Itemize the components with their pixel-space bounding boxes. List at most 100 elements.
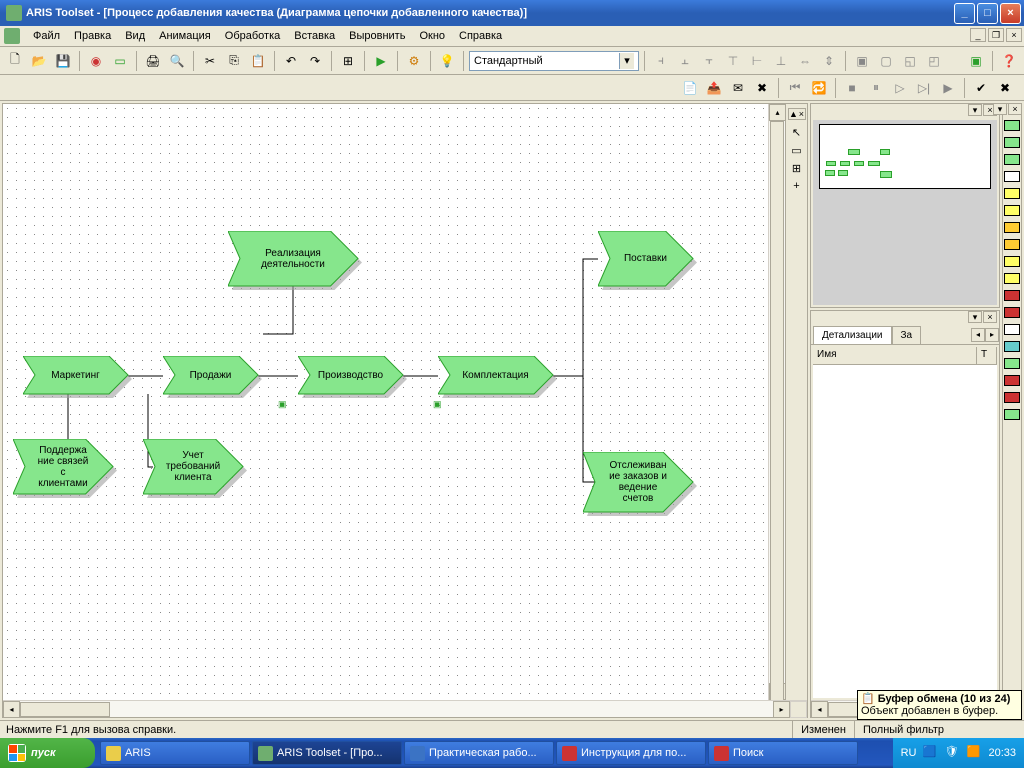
- palette-shape-2[interactable]: [1004, 154, 1020, 165]
- anim-rewind-button[interactable]: ⏮: [784, 77, 806, 99]
- anim-check-button[interactable]: ✔: [970, 77, 992, 99]
- align-right-button[interactable]: ⫟: [698, 50, 720, 72]
- align-center-h-button[interactable]: ⫠: [674, 50, 696, 72]
- style-select[interactable]: Стандартный ▾: [469, 51, 639, 71]
- tray-icon-1[interactable]: 🟦: [922, 745, 938, 761]
- distribute-h-button[interactable]: ⇔: [794, 50, 816, 72]
- palette-dropdown-button[interactable]: ▾: [993, 103, 1007, 115]
- canvas-tool-3[interactable]: +: [788, 177, 806, 195]
- maximize-button[interactable]: □: [977, 3, 998, 24]
- menu-правка[interactable]: Правка: [67, 28, 118, 44]
- anim-script-button[interactable]: 📄: [679, 77, 701, 99]
- props-button[interactable]: ⊞: [337, 50, 359, 72]
- menu-файл[interactable]: Файл: [26, 28, 67, 44]
- palette-shape-9[interactable]: [1004, 273, 1020, 284]
- menu-окно[interactable]: Окно: [412, 28, 452, 44]
- diagram-canvas[interactable]: РеализациядеятельностиПоставкиМаркетингП…: [3, 104, 785, 700]
- canvas-tool-1[interactable]: ▭: [788, 141, 806, 159]
- palette-shape-5[interactable]: [1004, 205, 1020, 216]
- anim-step-button[interactable]: ▷|: [913, 77, 935, 99]
- scroll-left-button[interactable]: ◂: [3, 701, 20, 718]
- new-button[interactable]: 🗋: [4, 50, 26, 72]
- palette-shape-4[interactable]: [1004, 188, 1020, 199]
- node-otslej[interactable]: Отслеживание заказов иведениесчетов: [583, 452, 693, 512]
- vscrollbar[interactable]: ▴ ▾: [768, 104, 785, 700]
- node-komplekt[interactable]: Комплектация: [438, 356, 553, 394]
- palette-shape-11[interactable]: [1004, 307, 1020, 318]
- script-button[interactable]: ⚙: [403, 50, 425, 72]
- open-button[interactable]: 📂: [28, 50, 50, 72]
- tab-scroll-left[interactable]: ◂: [971, 328, 985, 342]
- node-proizv[interactable]: Производство: [298, 356, 403, 394]
- task-item[interactable]: ARIS: [100, 741, 250, 765]
- palette-shape-10[interactable]: [1004, 290, 1020, 301]
- mdi-restore[interactable]: ❐: [988, 28, 1004, 42]
- front-button[interactable]: ◱: [899, 50, 921, 72]
- anim-mail-button[interactable]: ✉: [727, 77, 749, 99]
- hscrollbar[interactable]: ◂ ▸: [3, 700, 807, 717]
- props-dropdown-button[interactable]: ▾: [968, 311, 982, 323]
- align-left-button[interactable]: ⫞: [650, 50, 672, 72]
- props-col-type[interactable]: T: [977, 347, 997, 364]
- scroll-up-button[interactable]: ▴: [769, 104, 786, 121]
- align-bottom-button[interactable]: ⊥: [770, 50, 792, 72]
- scroll-right-button[interactable]: ▸: [773, 701, 790, 718]
- node-uchet[interactable]: Учеттребованийклиента: [143, 439, 243, 494]
- subdiagram-icon[interactable]: ▣: [433, 399, 443, 409]
- anim-export-button[interactable]: 📤: [703, 77, 725, 99]
- db-button[interactable]: ◉: [85, 50, 107, 72]
- mdi-close[interactable]: ×: [1006, 28, 1022, 42]
- anim-ff-button[interactable]: ▶: [937, 77, 959, 99]
- back-button[interactable]: ◰: [923, 50, 945, 72]
- tab-scroll-right[interactable]: ▸: [985, 328, 999, 342]
- menu-обработка[interactable]: Обработка: [218, 28, 287, 44]
- props-grid[interactable]: [813, 365, 997, 698]
- palette-shape-7[interactable]: [1004, 239, 1020, 250]
- undo-button[interactable]: ↶: [280, 50, 302, 72]
- distribute-v-button[interactable]: ⇕: [818, 50, 840, 72]
- align-center-v-button[interactable]: ⊢: [746, 50, 768, 72]
- group-button[interactable]: ▣: [851, 50, 873, 72]
- node-podderj[interactable]: Поддержание связейсклиентами: [13, 439, 113, 494]
- cut-button[interactable]: ✂: [199, 50, 221, 72]
- task-item[interactable]: Инструкция для по...: [556, 741, 706, 765]
- canvas-tool-0[interactable]: ↖: [788, 123, 806, 141]
- node-postavki[interactable]: Поставки: [598, 231, 693, 286]
- tray-icon-2[interactable]: 🛡: [944, 745, 960, 761]
- palette-shape-16[interactable]: [1004, 392, 1020, 403]
- close-button[interactable]: ×: [1000, 3, 1021, 24]
- mdi-minimize[interactable]: _: [970, 28, 986, 42]
- menu-анимация[interactable]: Анимация: [152, 28, 218, 44]
- menu-вставка[interactable]: Вставка: [287, 28, 342, 44]
- paste-button[interactable]: 📋: [247, 50, 269, 72]
- anim-loop-button[interactable]: 🔁: [808, 77, 830, 99]
- node-prodaji[interactable]: Продажи: [163, 356, 258, 394]
- scroll-thumb-v[interactable]: [770, 121, 784, 711]
- anim-x-button[interactable]: ✖: [994, 77, 1016, 99]
- ungroup-button[interactable]: ▢: [875, 50, 897, 72]
- palette-shape-14[interactable]: [1004, 358, 1020, 369]
- align-top-button[interactable]: ⊤: [722, 50, 744, 72]
- minimap[interactable]: [813, 120, 997, 305]
- anim-pause-button[interactable]: ⏸: [865, 77, 887, 99]
- palette-shape-15[interactable]: [1004, 375, 1020, 386]
- print-button[interactable]: 🖨: [142, 50, 164, 72]
- canvas-tool-2[interactable]: ⊞: [788, 159, 806, 177]
- anim-stop-button[interactable]: ■: [841, 77, 863, 99]
- palette-shape-12[interactable]: [1004, 324, 1020, 335]
- clipboard-notification[interactable]: 📋 Буфер обмена (10 из 24) Объект добавле…: [857, 690, 1022, 720]
- node-realiz[interactable]: Реализациядеятельности: [228, 231, 358, 286]
- task-item[interactable]: Поиск: [708, 741, 858, 765]
- anim-play-button[interactable]: ▷: [889, 77, 911, 99]
- clock[interactable]: 20:33: [988, 747, 1016, 759]
- minimap-dropdown-button[interactable]: ▾: [968, 104, 982, 116]
- copy-button[interactable]: ⎘: [223, 50, 245, 72]
- tray-icon-volume[interactable]: 🟧: [966, 745, 982, 761]
- palette-shape-0[interactable]: [1004, 120, 1020, 131]
- start-button[interactable]: пуск: [0, 738, 95, 768]
- redo-button[interactable]: ↷: [304, 50, 326, 72]
- task-item[interactable]: ARIS Toolset - [Про...: [252, 741, 402, 765]
- menu-справка[interactable]: Справка: [452, 28, 509, 44]
- tab-detail[interactable]: Детализации: [813, 326, 892, 344]
- palette-shape-17[interactable]: [1004, 409, 1020, 420]
